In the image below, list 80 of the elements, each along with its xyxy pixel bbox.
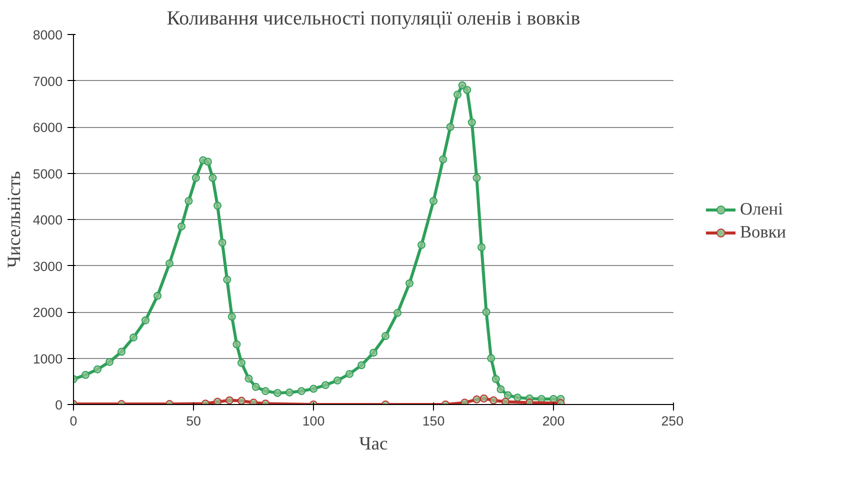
point <box>82 370 90 379</box>
point <box>208 174 217 182</box>
x-tick-label: 100 <box>302 414 325 428</box>
y-tick-label: 0 <box>55 398 63 412</box>
point <box>502 398 510 404</box>
y-tick-label: 7000 <box>32 74 63 89</box>
point <box>166 259 174 268</box>
point <box>394 308 402 317</box>
point <box>514 394 522 402</box>
point <box>468 118 476 126</box>
y-tick-label: 5000 <box>32 166 63 182</box>
point <box>492 375 500 384</box>
point <box>298 387 306 396</box>
point <box>184 197 193 205</box>
point <box>238 396 246 404</box>
point <box>250 398 258 404</box>
point <box>487 354 496 362</box>
legend-label: Вовки <box>740 222 786 242</box>
point <box>310 384 318 393</box>
point <box>480 394 488 402</box>
point <box>472 395 481 404</box>
point <box>418 240 426 249</box>
x-tick-label: 250 <box>661 414 684 428</box>
point <box>472 174 481 182</box>
point <box>334 376 342 384</box>
point <box>192 174 200 182</box>
point <box>478 243 486 252</box>
point <box>214 202 222 210</box>
point <box>178 222 186 230</box>
point <box>228 312 236 321</box>
x-tick-label: 150 <box>422 414 445 428</box>
point <box>504 391 512 400</box>
y-tick-label: 4000 <box>32 212 63 228</box>
y-axis-title: Чисельність <box>4 171 25 268</box>
point <box>94 365 102 374</box>
point <box>322 381 330 390</box>
point <box>446 123 454 131</box>
point <box>490 396 498 404</box>
point <box>118 348 126 356</box>
point <box>406 279 414 288</box>
point <box>142 316 150 324</box>
y-tick-label: 8000 <box>32 28 63 42</box>
point <box>130 333 138 342</box>
legend-label: Олені <box>740 199 783 219</box>
y-tick-label: 2000 <box>32 305 63 320</box>
point <box>252 382 260 391</box>
point <box>382 332 390 340</box>
point <box>204 158 212 166</box>
point <box>226 396 234 404</box>
point <box>460 398 469 404</box>
point <box>430 197 438 205</box>
x-tick-label: 200 <box>542 414 565 428</box>
point <box>262 387 270 396</box>
point <box>526 398 534 404</box>
point <box>238 358 246 367</box>
point <box>232 340 241 348</box>
point <box>286 388 294 396</box>
x-axis-title: Час <box>359 434 388 454</box>
point <box>482 308 490 316</box>
y-tick-label: 6000 <box>32 120 63 135</box>
point <box>358 361 366 370</box>
y-tick-label: 1000 <box>32 351 63 366</box>
point <box>244 374 253 383</box>
point <box>218 238 226 247</box>
point <box>274 388 282 397</box>
y-tick-label: 3000 <box>32 258 63 274</box>
point <box>439 155 448 164</box>
point <box>223 276 232 284</box>
point <box>454 90 462 99</box>
x-tick-label: 0 <box>70 414 78 428</box>
point <box>106 358 114 366</box>
point <box>370 348 378 357</box>
point <box>154 292 162 300</box>
point <box>463 86 472 94</box>
point <box>214 398 222 404</box>
point <box>346 370 354 378</box>
x-tick-label: 50 <box>186 414 201 428</box>
chart-title: Коливання чисельності популяції оленів і вовків <box>166 8 580 30</box>
point <box>458 81 466 90</box>
point <box>496 385 505 394</box>
